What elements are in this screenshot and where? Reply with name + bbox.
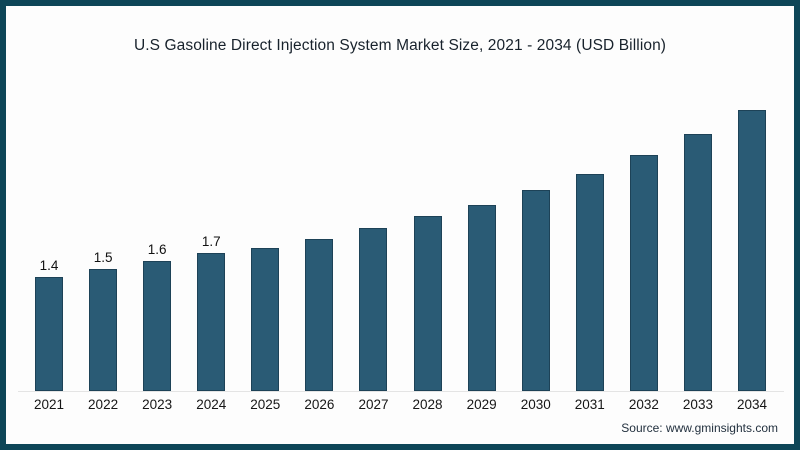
x-tick-2028: 2028 bbox=[412, 397, 443, 412]
source-text: Source: www.gminsights.com bbox=[621, 421, 778, 435]
data-label-2021: 1.4 bbox=[39, 258, 59, 273]
bar-2021 bbox=[35, 277, 63, 391]
x-tick-2026: 2026 bbox=[304, 397, 335, 412]
bar-2029 bbox=[467, 205, 496, 391]
x-tick-2032: 2032 bbox=[628, 397, 659, 412]
bar-2034 bbox=[738, 110, 767, 391]
bar-2032 bbox=[629, 155, 658, 391]
data-label-2023: 1.6 bbox=[147, 242, 167, 257]
bar-2033 bbox=[683, 134, 712, 391]
bar-2026 bbox=[305, 239, 334, 391]
x-tick-2027: 2027 bbox=[358, 397, 389, 412]
x-tick-2025: 2025 bbox=[250, 397, 281, 412]
x-tick-2033: 2033 bbox=[682, 397, 713, 412]
x-tick-2024: 2024 bbox=[196, 397, 227, 412]
x-axis-line bbox=[18, 391, 784, 392]
bar-2024 bbox=[197, 253, 226, 391]
bar-2025 bbox=[251, 248, 280, 391]
bar-2028 bbox=[413, 216, 442, 391]
bar-2027 bbox=[359, 228, 388, 391]
x-tick-2023: 2023 bbox=[142, 397, 173, 412]
plot-area: 1.4 2021 1.5 2022 1.6 2023 1.7 2024 2025 2026 2027… bbox=[6, 6, 794, 444]
x-tick-2030: 2030 bbox=[520, 397, 551, 412]
bar-2031 bbox=[575, 174, 604, 391]
x-tick-2031: 2031 bbox=[574, 397, 605, 412]
data-label-2022: 1.5 bbox=[93, 250, 113, 265]
x-tick-2022: 2022 bbox=[88, 397, 119, 412]
bar-2022 bbox=[89, 269, 118, 391]
data-label-2024: 1.7 bbox=[201, 234, 221, 249]
bar-2023 bbox=[143, 261, 172, 391]
x-tick-2034: 2034 bbox=[737, 397, 768, 412]
bar-2030 bbox=[521, 190, 550, 391]
x-tick-2029: 2029 bbox=[466, 397, 497, 412]
x-tick-2021: 2021 bbox=[33, 397, 65, 412]
chart-title: U.S Gasoline Direct Injection System Mar… bbox=[133, 37, 667, 54]
